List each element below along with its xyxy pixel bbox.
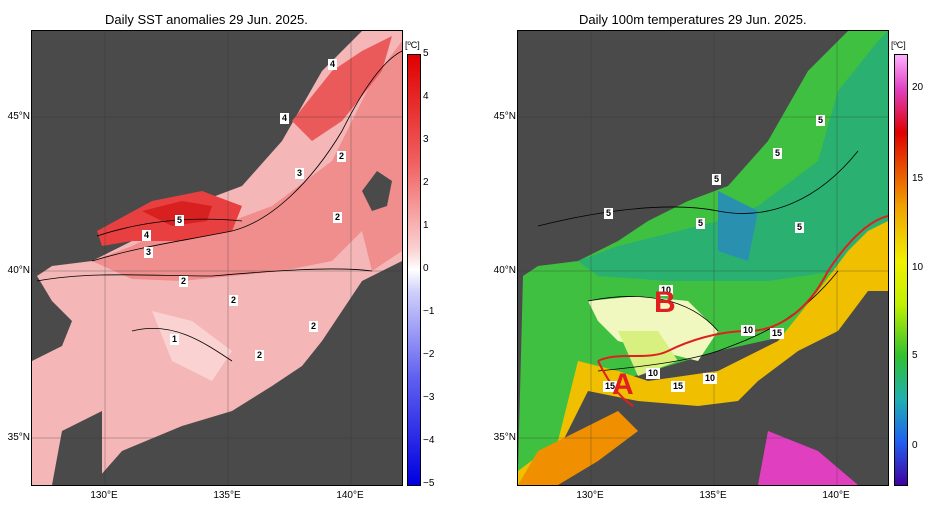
- contour-label: 5: [175, 215, 185, 226]
- left-colorbar-tick: −3: [423, 392, 435, 403]
- left-colorbar-tick: −1: [423, 306, 435, 317]
- left-colorbar-tick: −5: [423, 478, 435, 489]
- lon-label: 130°E: [90, 490, 118, 501]
- contour-label: 15: [603, 381, 618, 392]
- contour-label: 15: [671, 381, 686, 392]
- temp-100m-map: 5 5 5 5 5 5 10 10 15 15 15 10 10 A B: [517, 30, 889, 486]
- contour-label: 2: [309, 321, 319, 332]
- lon-label: 135°E: [699, 490, 727, 501]
- left-colorbar-tick: 4: [423, 91, 429, 102]
- contour-label: 2: [179, 276, 189, 287]
- lat-label: 45°N: [7, 111, 30, 122]
- contour-label: 3: [144, 247, 154, 258]
- left-colorbar-tick: 2: [423, 177, 429, 188]
- contour-label: 10: [646, 368, 661, 379]
- left-colorbar: [407, 54, 421, 486]
- right-colorbar-tick: 10: [912, 262, 924, 273]
- contour-label: 2: [255, 350, 265, 361]
- contour-label: 2: [333, 212, 343, 223]
- contour-label: 10: [741, 325, 756, 336]
- contour-label: 4: [328, 59, 338, 70]
- right-panel-title: Daily 100m temperatures 29 Jun. 2025.: [579, 12, 807, 27]
- contour-label: 2: [229, 295, 239, 306]
- left-colorbar-unit: [ºC]: [405, 40, 420, 50]
- contour-label: 4: [142, 230, 152, 241]
- left-colorbar-tick: 3: [423, 134, 429, 145]
- contour-label: 10: [659, 285, 674, 296]
- region-label-a: A: [612, 368, 634, 401]
- contour-label: 5: [712, 174, 722, 185]
- contour-label: 5: [773, 148, 783, 159]
- right-colorbar-tick: 0: [912, 440, 918, 451]
- lon-label: 140°E: [336, 490, 364, 501]
- left-colorbar-tick: −4: [423, 435, 435, 446]
- contour-label: 5: [604, 208, 614, 219]
- left-colorbar-tick: 0: [423, 263, 429, 274]
- lat-label: 40°N: [493, 265, 516, 276]
- right-colorbar-tick: 15: [912, 173, 924, 184]
- contour-label: 5: [696, 218, 706, 229]
- sst-anomaly-map: 4 4 2 3 5 2 4 3 2 2 2 1 2: [31, 30, 403, 486]
- left-colorbar-tick: −2: [423, 349, 435, 360]
- left-panel-title: Daily SST anomalies 29 Jun. 2025.: [105, 12, 308, 27]
- lat-label: 40°N: [7, 265, 30, 276]
- contour-label: 10: [703, 373, 718, 384]
- contour-label: 15: [770, 328, 785, 339]
- lon-label: 140°E: [822, 490, 850, 501]
- contour-label: 3: [295, 168, 305, 179]
- contour-label: 1: [170, 334, 180, 345]
- right-colorbar-tick: 20: [912, 82, 924, 93]
- contour-label: 2: [337, 151, 347, 162]
- contour-label: 4: [280, 113, 290, 124]
- region-label-b: B: [654, 286, 676, 319]
- lon-label: 130°E: [576, 490, 604, 501]
- contour-label: 5: [795, 222, 805, 233]
- contour-label: 5: [816, 115, 826, 126]
- left-colorbar-tick: 1: [423, 220, 429, 231]
- lat-label: 45°N: [493, 111, 516, 122]
- lat-label: 35°N: [7, 432, 30, 443]
- right-colorbar-tick: 5: [912, 350, 918, 361]
- right-colorbar: [894, 54, 908, 486]
- lon-label: 135°E: [213, 490, 241, 501]
- lat-label: 35°N: [493, 432, 516, 443]
- right-colorbar-unit: [ºC]: [891, 40, 906, 50]
- left-colorbar-tick: 5: [423, 48, 429, 59]
